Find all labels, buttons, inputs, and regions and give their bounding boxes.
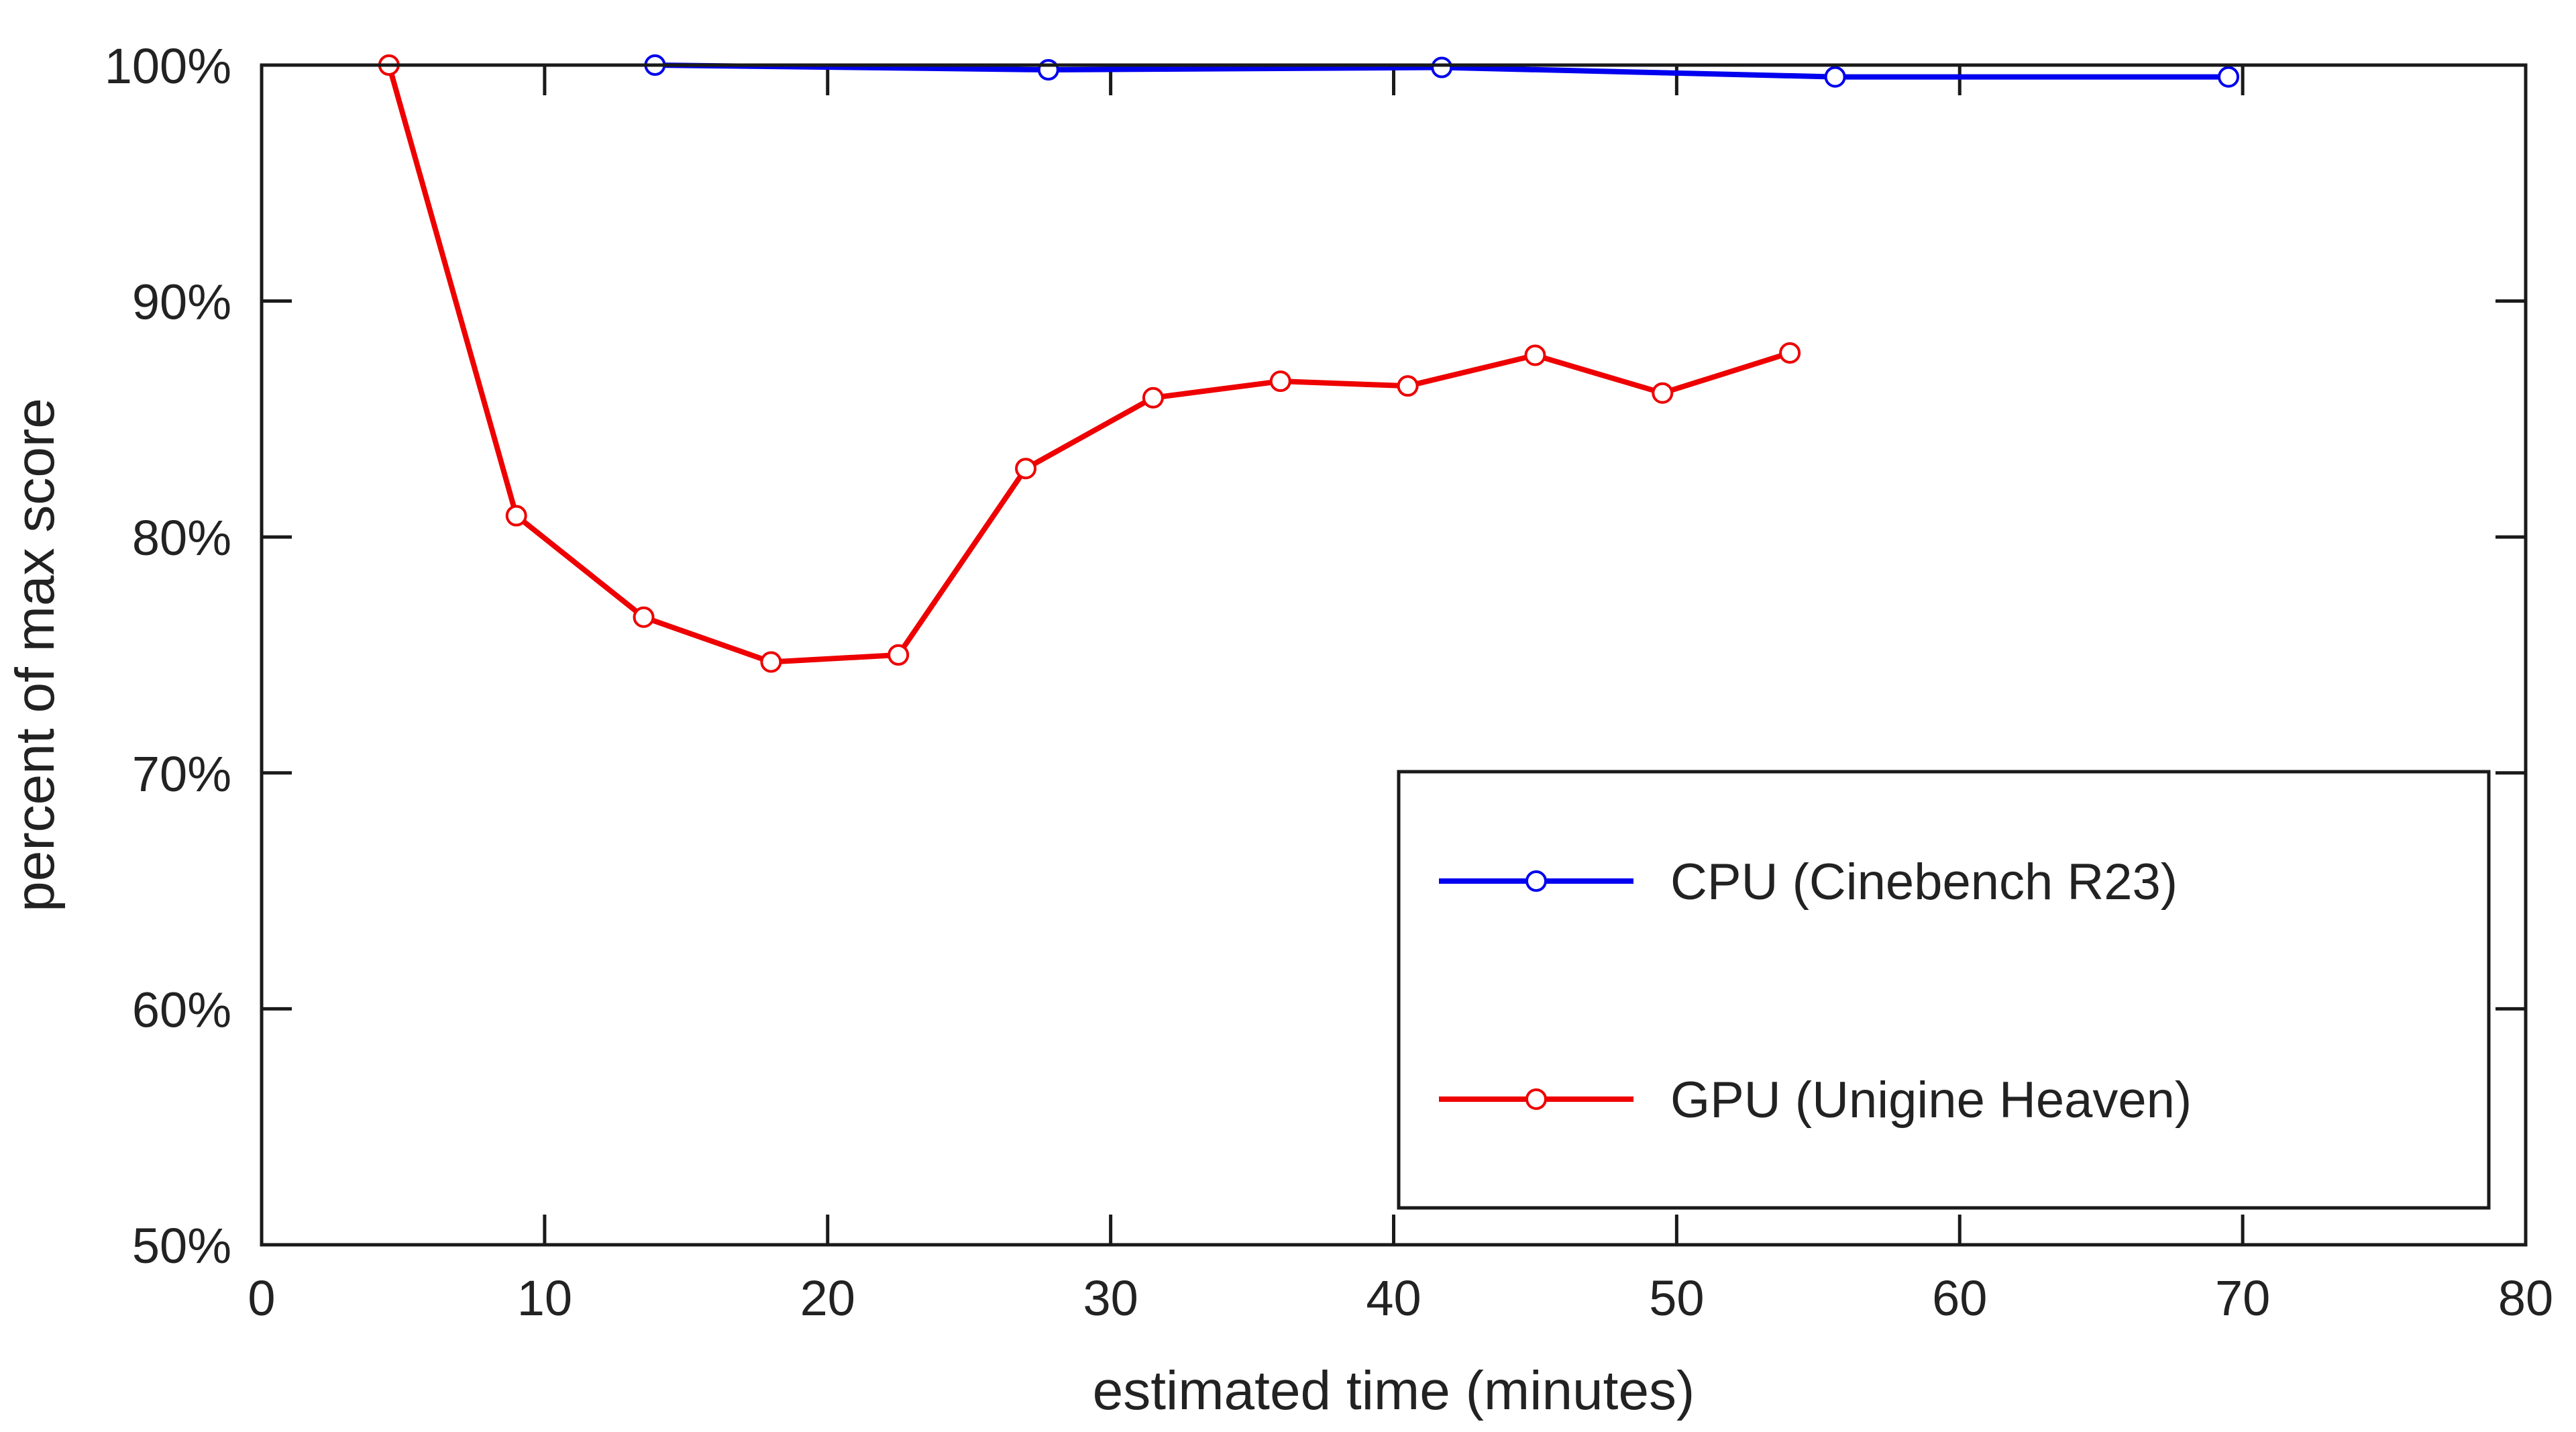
data-point	[1652, 382, 1674, 404]
x-tick-label: 10	[517, 1270, 572, 1326]
tick-labels: 0 10 20 30 40 50 60 70 80 50% 60% 70% 80% 90% 100%	[105, 38, 2553, 1326]
legend-label: CPU (Cinebench R23)	[1670, 854, 2178, 911]
data-point	[1397, 375, 1419, 397]
data-point	[1524, 344, 1546, 366]
data-point	[1015, 458, 1037, 480]
x-tick-label: 80	[2498, 1270, 2553, 1326]
y-tick-label: 60%	[132, 982, 231, 1037]
x-tick-label: 20	[800, 1270, 855, 1326]
x-tick-label: 40	[1366, 1270, 1421, 1326]
x-tick-label: 50	[1649, 1270, 1704, 1326]
legend-swatch-marker	[1525, 1088, 1547, 1110]
y-tick-label: 80%	[132, 510, 231, 566]
series-1	[378, 54, 1801, 673]
data-point	[888, 644, 910, 666]
y-tick-label: 50%	[132, 1218, 231, 1274]
y-tick-label: 90%	[132, 274, 231, 330]
x-tick-label: 30	[1083, 1270, 1138, 1326]
data-point	[1269, 370, 1291, 393]
series-0	[644, 54, 2240, 88]
data-point	[1824, 66, 1846, 88]
x-tick-label: 60	[1932, 1270, 1987, 1326]
data-point	[760, 651, 782, 673]
x-tick-label: 0	[248, 1270, 275, 1326]
y-tick-label: 70%	[132, 746, 231, 802]
data-point	[505, 505, 527, 527]
series-layer	[378, 54, 2240, 673]
data-point	[1431, 56, 1453, 79]
y-axis-title: percent of max score	[5, 398, 66, 912]
x-tick-label: 70	[2215, 1270, 2270, 1326]
x-axis-title: estimated time (minutes)	[1093, 1360, 1695, 1421]
data-point	[2218, 66, 2240, 88]
legend-entry: GPU (Unigine Heaven)	[1439, 1072, 2192, 1129]
legend-swatch-marker	[1525, 870, 1547, 892]
legend-box	[1397, 770, 2491, 1210]
legend-label: GPU (Unigine Heaven)	[1670, 1072, 2192, 1129]
data-point	[1779, 342, 1801, 364]
plot-frame	[260, 63, 2528, 1247]
y-tick-label: 100%	[105, 38, 231, 94]
data-point	[1037, 59, 1059, 81]
legend-entry: CPU (Cinebench R23)	[1439, 854, 2178, 911]
data-point	[1142, 387, 1164, 409]
series-line	[386, 64, 1791, 665]
legend: CPU (Cinebench R23) GPU (Unigine Heaven)	[1397, 770, 2491, 1210]
data-point	[633, 606, 655, 628]
